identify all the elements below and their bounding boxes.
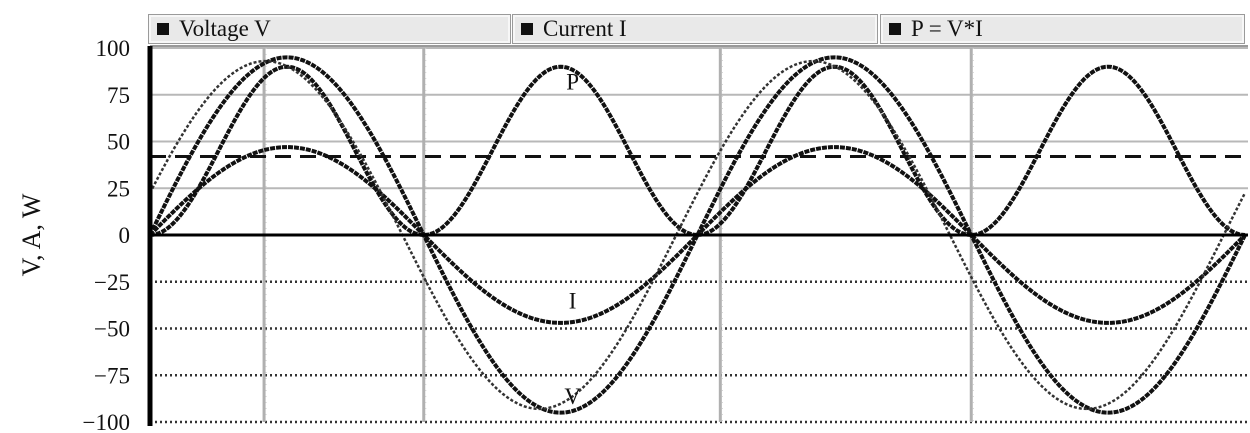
axis-layer [147,45,1248,426]
legend-label-power: P = V*I [911,16,983,41]
y-tick-label-7: −75 [94,363,130,388]
series-line-voltage [148,55,1247,415]
legend-item-current: Current I [512,14,878,44]
y-tick-label-3: 25 [107,176,130,201]
curve-label-v: V [564,384,581,409]
y-axis-title: V, A, W [17,193,46,276]
y-tick-label-4: 0 [119,223,131,248]
legend-swatch-power [889,23,901,35]
y-tick-label-1: 75 [107,83,130,108]
legend-item-voltage: Voltage V [148,14,511,44]
curve-label-p: P [566,70,579,95]
curve-label-i: I [569,288,577,313]
series-line-voltage-trace [148,59,1247,411]
y-tick-label-0: 100 [96,36,131,61]
legend-swatch-voltage [157,23,169,35]
legend-swatch-current [521,23,533,35]
legend-label-current: Current I [543,16,627,41]
label-layer: 100 75 50 25 0 −25 −50 −75 −100 P I V [83,36,582,433]
y-tick-label-5: −25 [94,270,130,295]
legend-label-voltage: Voltage V [179,16,271,41]
y-tick-label-2: 50 [107,130,130,155]
y-tick-label-8: −100 [83,410,130,433]
grid-layer [150,47,1248,424]
y-tick-label-6: −50 [94,317,130,342]
legend-item-power: P = V*I [880,14,1245,44]
